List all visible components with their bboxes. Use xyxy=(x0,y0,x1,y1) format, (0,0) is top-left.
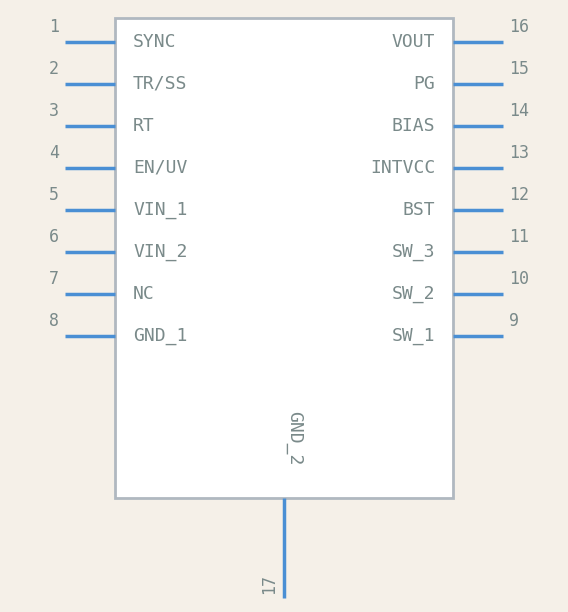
Text: SYNC: SYNC xyxy=(133,33,177,51)
Text: 10: 10 xyxy=(509,270,529,288)
Text: SW_1: SW_1 xyxy=(391,327,435,345)
Text: PG: PG xyxy=(414,75,435,93)
Text: 8: 8 xyxy=(49,312,59,330)
Text: 12: 12 xyxy=(509,186,529,204)
Text: 16: 16 xyxy=(509,18,529,36)
Text: 5: 5 xyxy=(49,186,59,204)
Text: RT: RT xyxy=(133,117,154,135)
Text: 6: 6 xyxy=(49,228,59,246)
Text: 11: 11 xyxy=(509,228,529,246)
Text: 15: 15 xyxy=(509,60,529,78)
Text: 7: 7 xyxy=(49,270,59,288)
Text: 3: 3 xyxy=(49,102,59,120)
Text: EN/UV: EN/UV xyxy=(133,159,187,177)
Text: INTVCC: INTVCC xyxy=(370,159,435,177)
Text: 1: 1 xyxy=(49,18,59,36)
Text: 13: 13 xyxy=(509,144,529,162)
Text: SW_2: SW_2 xyxy=(391,285,435,303)
Text: BIAS: BIAS xyxy=(391,117,435,135)
Text: 4: 4 xyxy=(49,144,59,162)
Text: 2: 2 xyxy=(49,60,59,78)
Text: VOUT: VOUT xyxy=(391,33,435,51)
Text: 17: 17 xyxy=(260,574,278,594)
Text: BST: BST xyxy=(402,201,435,219)
Text: 14: 14 xyxy=(509,102,529,120)
Text: SW_3: SW_3 xyxy=(391,243,435,261)
Text: TR/SS: TR/SS xyxy=(133,75,187,93)
Text: GND_2: GND_2 xyxy=(285,411,303,465)
Text: 9: 9 xyxy=(509,312,519,330)
Text: NC: NC xyxy=(133,285,154,303)
Text: VIN_1: VIN_1 xyxy=(133,201,187,219)
Text: VIN_2: VIN_2 xyxy=(133,243,187,261)
Bar xyxy=(115,18,453,498)
Text: GND_1: GND_1 xyxy=(133,327,187,345)
